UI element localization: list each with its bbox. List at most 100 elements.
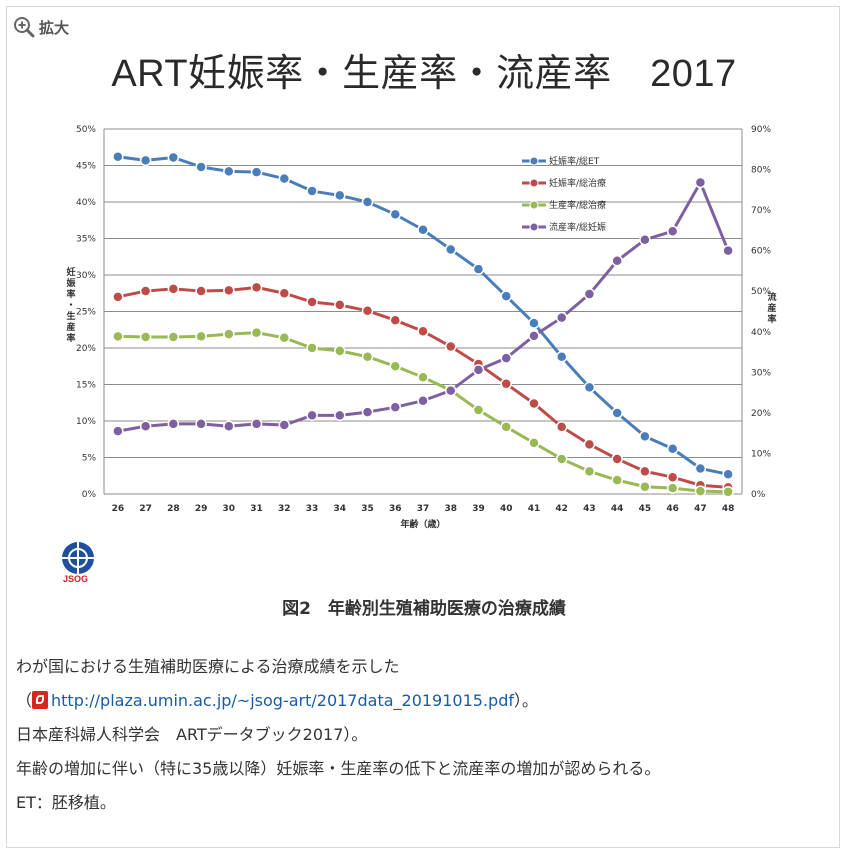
x-tick-label: 31 xyxy=(250,504,263,514)
data-point xyxy=(306,185,318,197)
zoom-in-icon xyxy=(14,17,35,38)
zoom-button[interactable]: 拡大 xyxy=(13,16,69,38)
x-tick-label: 33 xyxy=(306,504,319,514)
data-point xyxy=(361,351,374,363)
y2-tick-label: 50% xyxy=(751,287,771,297)
desc-line-5: ET：胚移植。 xyxy=(16,793,116,812)
y-axis-label: 妊娠率・生産率 xyxy=(66,266,76,344)
data-point xyxy=(611,407,623,419)
y2-tick-label: 70% xyxy=(751,206,771,216)
data-point xyxy=(555,453,568,465)
x-axis-label: 年齢（歳） xyxy=(400,518,445,530)
data-point xyxy=(500,352,512,364)
x-tick-label: 29 xyxy=(195,504,208,514)
y-tick-label: 15% xyxy=(76,381,96,391)
legend-marker xyxy=(529,156,539,166)
data-point xyxy=(139,285,152,297)
data-point xyxy=(444,243,457,256)
x-tick-label: 46 xyxy=(666,504,679,514)
data-point xyxy=(417,223,429,236)
chart-grid xyxy=(104,128,742,495)
legend-label: 生産率/総治療 xyxy=(549,199,606,211)
data-point xyxy=(195,330,207,343)
x-tick-label: 43 xyxy=(583,504,596,514)
data-point xyxy=(528,317,540,329)
data-point xyxy=(195,161,207,173)
data-point xyxy=(112,150,124,163)
data-point xyxy=(334,189,346,202)
data-point xyxy=(639,233,651,246)
data-point xyxy=(528,330,540,342)
y2-tick-label: 0% xyxy=(751,490,766,500)
y-tick-label: 0% xyxy=(82,490,97,500)
x-tick-label: 42 xyxy=(555,504,568,514)
x-tick-label: 35 xyxy=(361,504,374,514)
data-point xyxy=(112,330,124,343)
x-tick-label: 40 xyxy=(500,504,513,514)
data-point xyxy=(417,325,429,337)
data-point xyxy=(611,453,623,465)
data-point xyxy=(250,418,263,430)
y-tick-label: 50% xyxy=(76,125,96,135)
x-tick-label: 48 xyxy=(722,504,735,514)
series-line xyxy=(117,179,730,433)
x-tick-label: 39 xyxy=(472,504,485,514)
data-point xyxy=(278,419,291,431)
data-point xyxy=(666,482,679,494)
data-point xyxy=(223,165,235,178)
data-point xyxy=(195,285,207,297)
data-point xyxy=(389,401,402,413)
data-point xyxy=(528,437,540,449)
data-point xyxy=(306,342,318,354)
description: わが国における生殖補助医療による治療成績を示した （ http://plaza.u… xyxy=(16,650,836,820)
data-point xyxy=(250,281,263,294)
desc-line-2: （ http://plaza.umin.ac.jp/~jsog-art/2017d… xyxy=(16,684,836,718)
desc-line-1: わが国における生殖補助医療による治療成績を示した xyxy=(16,657,400,676)
data-point xyxy=(694,485,707,497)
series-line xyxy=(117,155,729,476)
data-point xyxy=(306,296,318,308)
data-point xyxy=(361,406,374,418)
desc-line-4: 年齢の増加に伴い（特に35歳以降）妊娠率・生産率の低下と流産率の増加が認められる… xyxy=(16,759,661,778)
legend-label: 妊娠率/総ET xyxy=(549,155,600,167)
data-point xyxy=(389,314,402,327)
data-point xyxy=(528,397,540,410)
data-point xyxy=(334,409,346,422)
jsog-logo xyxy=(62,542,94,574)
y2-tick-label: 30% xyxy=(751,368,771,378)
x-tick-label: 32 xyxy=(278,504,291,514)
chart-title: ART妊娠率・生産率・流産率 2017 xyxy=(111,53,737,95)
x-tick-label: 44 xyxy=(611,504,624,514)
zoom-label: 拡大 xyxy=(39,18,70,37)
y-tick-label: 25% xyxy=(76,308,96,318)
x-tick-label: 37 xyxy=(417,504,430,514)
pdf-link[interactable]: http://plaza.umin.ac.jp/~jsog-art/2017da… xyxy=(51,691,514,710)
content-frame xyxy=(6,6,840,848)
x-tick-label: 38 xyxy=(444,504,457,514)
data-point xyxy=(417,394,429,407)
data-point xyxy=(444,340,457,353)
data-point xyxy=(722,468,734,481)
legend-marker xyxy=(529,222,539,232)
data-point xyxy=(500,421,512,433)
y-tick-label: 5% xyxy=(82,454,97,464)
data-point xyxy=(278,332,291,344)
data-point xyxy=(583,438,596,451)
line-chart: 0% 5% 10% 15% 20% 25% 30% 35% 40% 45% 50% 0% 10% 20% 3… xyxy=(66,125,776,530)
y2-tick-label: 80% xyxy=(751,166,771,176)
x-tick-label: 34 xyxy=(334,504,347,514)
data-point xyxy=(611,474,623,486)
data-point xyxy=(223,420,235,433)
data-point xyxy=(500,378,512,390)
data-point xyxy=(112,425,124,437)
data-point xyxy=(112,291,124,303)
x-tick-label: 41 xyxy=(528,504,541,514)
x-tick-label: 27 xyxy=(139,504,152,514)
data-point xyxy=(583,381,596,394)
paren-open: （ xyxy=(16,691,33,710)
data-point xyxy=(555,421,568,433)
legend-marker xyxy=(529,200,539,210)
data-point xyxy=(361,305,374,317)
data-point xyxy=(250,326,263,339)
